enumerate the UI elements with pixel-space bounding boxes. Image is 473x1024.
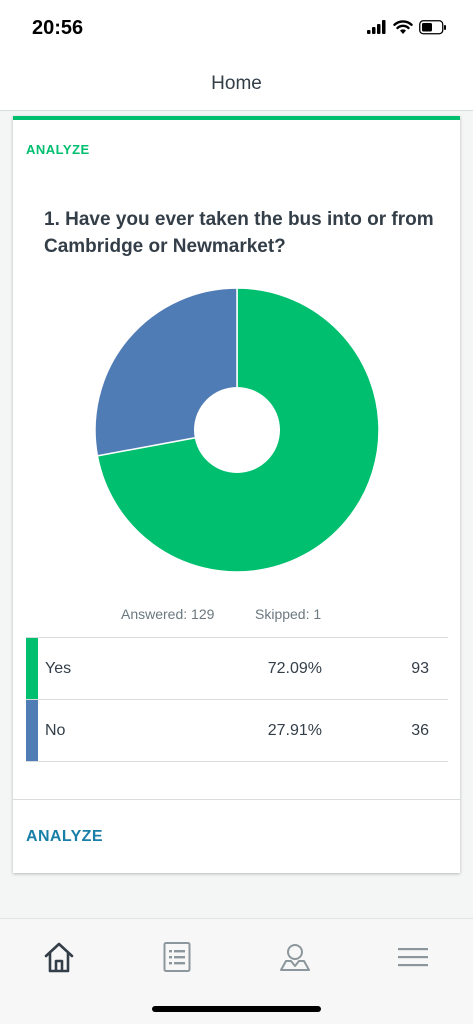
surveys-list-icon	[159, 942, 195, 979]
donut-hole	[194, 387, 280, 473]
answered-count: Answered: 129	[121, 606, 215, 622]
analyze-header-label: ANALYZE	[26, 142, 90, 157]
status-time: 20:56	[32, 17, 84, 39]
answer-count: 36	[411, 722, 429, 739]
answer-label: Yes	[45, 660, 72, 677]
battery-icon	[419, 20, 447, 40]
page-title: Home	[211, 73, 262, 94]
status-bar: 20:56	[0, 0, 473, 56]
menu-icon	[395, 948, 431, 979]
account-icon	[277, 944, 313, 979]
table-row: No 27.91% 36	[26, 700, 448, 762]
answer-count: 93	[411, 660, 429, 677]
tab-surveys[interactable]	[159, 939, 195, 975]
nav-header: Home	[0, 56, 473, 111]
question-summary-card: ANALYZE 1. Have you ever taken the bus i…	[13, 116, 460, 873]
question-title: 1. Have you ever taken the bus into or f…	[44, 209, 434, 257]
tab-home[interactable]	[41, 939, 77, 975]
home-icon	[41, 942, 77, 979]
tab-menu[interactable]	[395, 939, 431, 975]
answer-table: Yes 72.09% 93 No 27.91% 36	[26, 637, 448, 762]
home-indicator	[152, 1006, 321, 1012]
skipped-count: Skipped: 1	[255, 606, 322, 622]
wifi-icon	[393, 20, 413, 40]
table-row: Yes 72.09% 93	[26, 638, 448, 700]
analyze-button[interactable]: ANALYZE	[26, 828, 103, 845]
donut-chart	[95, 288, 379, 572]
row-color-swatch	[26, 700, 38, 761]
card-divider	[13, 799, 460, 800]
answer-percent: 72.09%	[267, 660, 322, 677]
tab-account[interactable]	[277, 939, 313, 975]
row-color-swatch	[26, 638, 38, 699]
donut-chart-svg	[95, 288, 379, 572]
cellular-signal-icon	[367, 20, 387, 39]
answer-percent: 27.91%	[267, 722, 322, 739]
answer-label: No	[45, 722, 66, 739]
card-accent-bar	[13, 116, 460, 120]
status-icons	[367, 20, 447, 38]
